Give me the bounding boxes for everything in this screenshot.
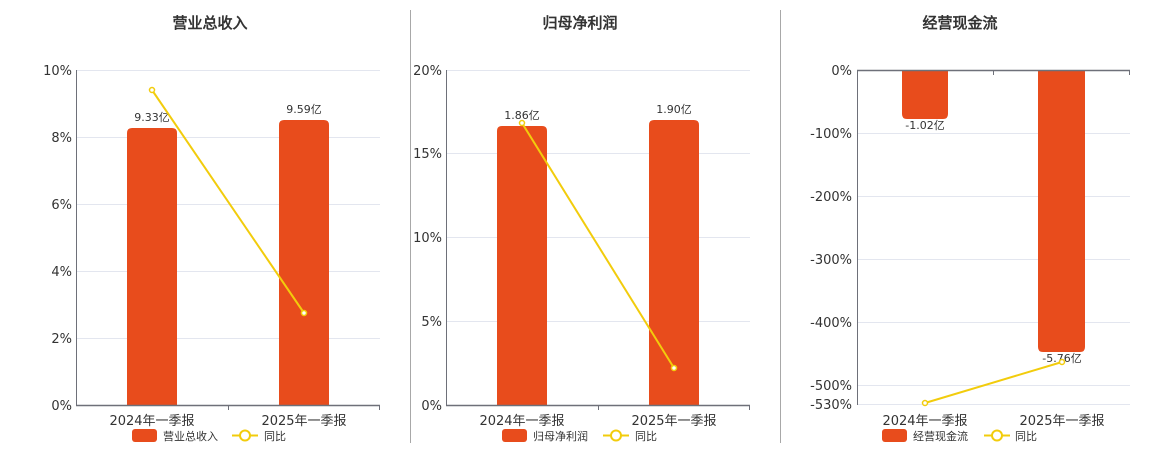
yoy-point[interactable] xyxy=(1058,358,1066,366)
svg-text:-400%: -400% xyxy=(810,316,852,331)
legend-line-icon xyxy=(991,429,1003,442)
legend[interactable]: 归母净利润 同比 xyxy=(502,429,657,443)
x-tick: 2024年一季报 xyxy=(882,414,967,429)
y-axis-ticks: 0% 2% 4% 6% 8% 10% xyxy=(43,64,72,414)
svg-text:归母净利润: 归母净利润 xyxy=(533,429,588,443)
svg-text:10%: 10% xyxy=(43,64,72,79)
svg-text:8%: 8% xyxy=(51,131,72,146)
chart-panel-net-profit: 归母净利润 0% 5% 10% 15% 20% 1.86亿 1.90亿 2024… xyxy=(413,14,750,443)
legend-bar-icon xyxy=(132,429,157,442)
svg-text:-300%: -300% xyxy=(810,253,852,268)
yoy-line xyxy=(521,122,675,369)
svg-text:-100%: -100% xyxy=(810,127,852,142)
svg-text:6%: 6% xyxy=(51,198,72,213)
divider xyxy=(410,10,411,443)
grid-lines xyxy=(77,70,380,339)
bar-2025q1[interactable] xyxy=(1038,70,1085,352)
grid-lines xyxy=(858,133,1130,405)
yoy-point[interactable] xyxy=(300,309,308,317)
bar-label: 1.86亿 xyxy=(504,109,540,122)
svg-text:营业总收入: 营业总收入 xyxy=(163,429,218,443)
yoy-line xyxy=(924,361,1063,404)
legend-bar-icon xyxy=(502,429,527,442)
svg-text:0%: 0% xyxy=(51,399,72,414)
legend-line-icon xyxy=(610,429,622,442)
svg-text:0%: 0% xyxy=(421,399,442,414)
chart-panel-revenue: 营业总收入 0% 2% 4% 6% 8% 10% 9.33亿 9.59亿 202… xyxy=(0,0,400,450)
bar-2024q1[interactable] xyxy=(127,128,177,405)
svg-text:同比: 同比 xyxy=(264,430,286,443)
y-axis-ticks: 0% 5% 10% 15% 20% xyxy=(413,64,442,414)
chart-net-profit: 归母净利润 0% 5% 10% 15% 20% 1.86亿 1.90亿 2024… xyxy=(413,14,750,443)
yoy-point[interactable] xyxy=(148,86,156,94)
svg-text:20%: 20% xyxy=(413,64,442,79)
bar-label: 1.90亿 xyxy=(656,103,692,116)
bar-label: 9.59亿 xyxy=(286,103,322,116)
bar-2025q1[interactable] xyxy=(279,120,329,405)
svg-text:经营现金流: 经营现金流 xyxy=(913,429,968,443)
chart-title: 经营现金流 xyxy=(922,14,997,32)
x-tick: 2024年一季报 xyxy=(109,414,194,429)
svg-text:同比: 同比 xyxy=(1015,430,1037,443)
bar-2024q1[interactable] xyxy=(902,70,948,119)
svg-text:10%: 10% xyxy=(413,231,442,246)
svg-text:同比: 同比 xyxy=(635,430,657,443)
x-tick: 2024年一季报 xyxy=(479,414,564,429)
svg-text:5%: 5% xyxy=(421,315,442,330)
chart-title: 营业总收入 xyxy=(172,14,247,32)
legend[interactable]: 营业总收入 同比 xyxy=(132,429,286,443)
chart-revenue: 营业总收入 0% 2% 4% 6% 8% 10% 9.33亿 9.59亿 202… xyxy=(43,14,380,443)
svg-text:4%: 4% xyxy=(51,265,72,280)
legend-bar-icon xyxy=(882,429,907,442)
y-axis-ticks: 0% -100% -200% -300% -400% -500% -530% xyxy=(810,64,852,413)
chart-title: 归母净利润 xyxy=(542,14,617,32)
divider xyxy=(780,10,781,443)
yoy-point[interactable] xyxy=(921,399,929,407)
x-tick: 2025年一季报 xyxy=(261,414,346,429)
yoy-line xyxy=(151,89,305,314)
x-tick: 2025年一季报 xyxy=(631,414,716,429)
bar-label: 9.33亿 xyxy=(134,111,170,124)
svg-text:-530%: -530% xyxy=(810,398,852,413)
bar-label: -1.02亿 xyxy=(905,119,944,132)
bar-label: -5.76亿 xyxy=(1042,352,1081,365)
yoy-point[interactable] xyxy=(670,364,678,372)
svg-text:15%: 15% xyxy=(413,147,442,162)
bar-2024q1[interactable] xyxy=(497,126,547,405)
svg-text:-200%: -200% xyxy=(810,190,852,205)
bar-2025q1[interactable] xyxy=(649,120,699,405)
svg-text:0%: 0% xyxy=(831,64,852,79)
svg-text:-500%: -500% xyxy=(810,379,852,394)
svg-text:2%: 2% xyxy=(51,332,72,347)
yoy-point[interactable] xyxy=(518,119,526,127)
legend[interactable]: 经营现金流 同比 xyxy=(882,429,1037,443)
x-tick: 2025年一季报 xyxy=(1019,414,1104,429)
legend-line-icon xyxy=(239,429,251,442)
